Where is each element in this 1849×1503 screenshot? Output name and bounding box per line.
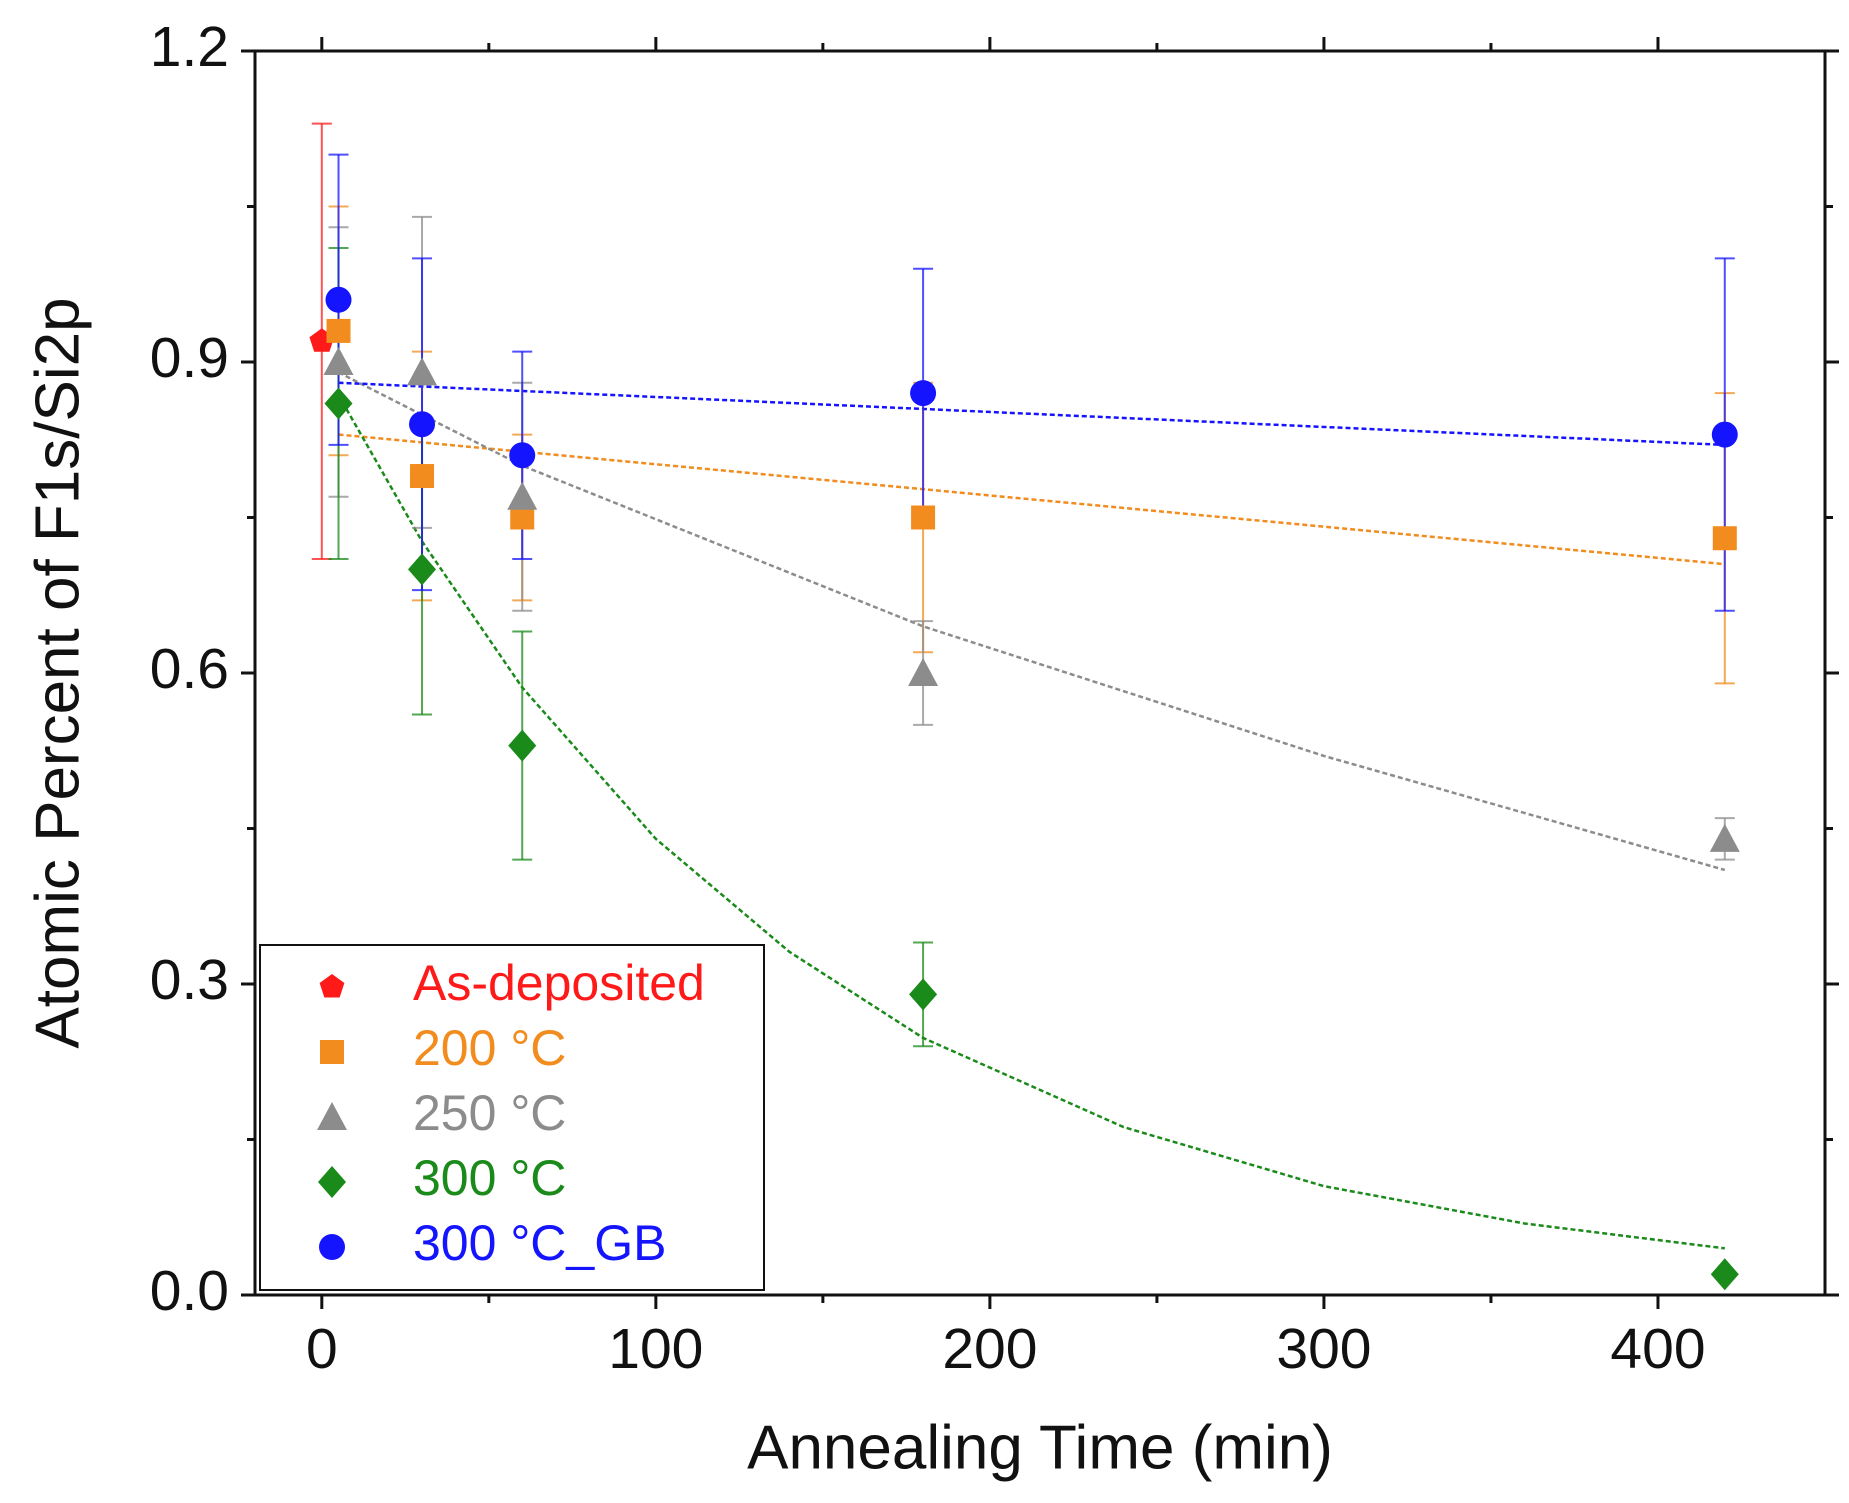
marker [507,481,538,510]
legend-label: 300 °C_GB [413,1215,666,1271]
y-axis-title: Atomic Percent of F1s/Si2p [23,297,92,1048]
legend-marker [318,1166,346,1198]
y-tick-label: 0.6 [150,637,229,701]
marker [325,286,352,313]
legend-marker [319,1234,345,1260]
x-tick-label: 300 [1276,1317,1371,1381]
legend-marker [320,1040,344,1064]
marker [909,978,938,1011]
legend-label: As-deposited [413,955,705,1011]
fit-line [338,433,1725,566]
x-tick-label: 0 [306,1317,338,1381]
legend-label: 250 °C [413,1085,566,1141]
y-tick-label: 1.2 [150,15,229,79]
fit-line [338,381,1725,447]
y-tick-label: 0.9 [150,326,229,390]
legend-box [259,944,765,1291]
x-axis-title: Annealing Time (min) [747,1413,1333,1482]
legend-label: 300 °C [413,1150,566,1206]
marker [908,658,939,686]
marker [508,729,537,762]
y-tick-label: 0.3 [150,948,229,1012]
marker [1711,421,1738,448]
marker [408,553,437,586]
marker [409,411,436,438]
marker [323,347,354,375]
fit-line [337,394,1725,1250]
x-tick-label: 400 [1610,1317,1705,1381]
legend-label: 200 °C [413,1020,566,1076]
marker [324,387,353,420]
marker [1709,823,1740,852]
y-tick-label: 0.0 [150,1259,229,1323]
marker [910,380,937,407]
marker [410,464,435,489]
legend-marker [317,1102,347,1130]
marker [510,505,535,530]
marker [1712,526,1737,551]
x-tick-label: 200 [942,1317,1037,1381]
x-tick-label: 100 [608,1317,703,1381]
marker [326,318,351,343]
marker [509,442,536,469]
marker [407,357,438,386]
marker [1710,1258,1739,1291]
fit-line [337,371,1726,872]
marker [911,505,936,530]
legend-marker [319,974,345,998]
